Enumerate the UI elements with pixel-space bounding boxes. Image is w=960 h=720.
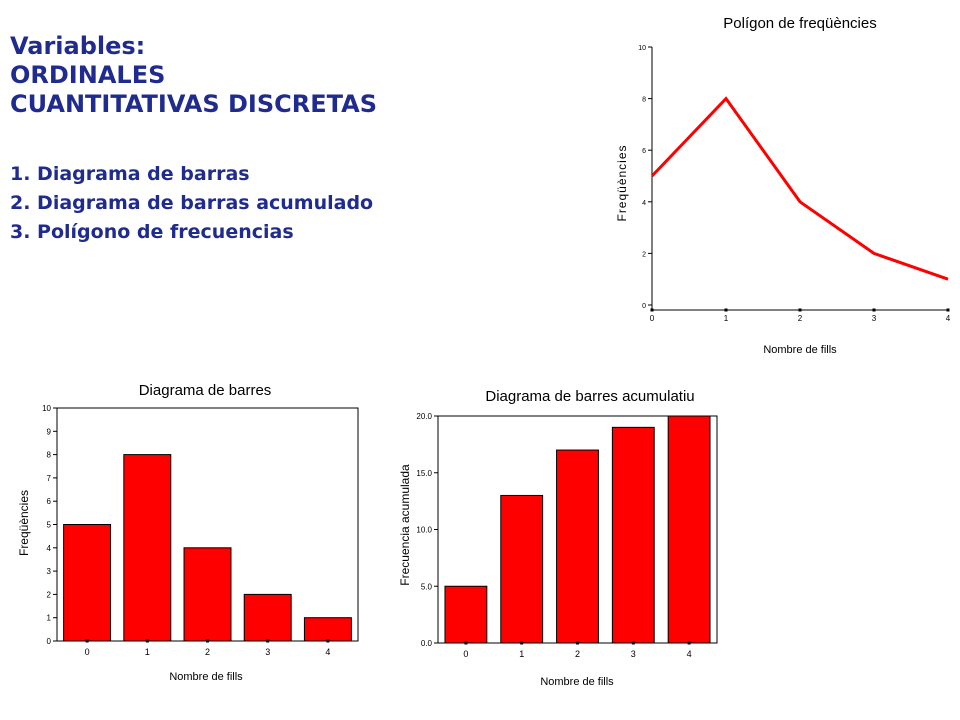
heading-ordinales: ORDINALES [10, 61, 166, 89]
x-tick-label: 1 [724, 314, 729, 323]
y-tick-label: 0.0 [421, 639, 433, 648]
bar [500, 494, 544, 644]
y-tick-label: 6 [47, 497, 52, 506]
x-axis-label: Nombre de fills [540, 676, 614, 688]
x-tick [872, 308, 876, 312]
chart-title: Diagrama de barres acumulatiu [485, 388, 694, 405]
bar [611, 426, 655, 644]
bar [243, 593, 292, 642]
x-tick [687, 641, 691, 645]
y-tick-label: 20.0 [416, 412, 432, 421]
y-tick-label: 0 [642, 303, 646, 310]
x-tick-label: 3 [265, 647, 270, 657]
x-tick [145, 639, 149, 643]
bar [667, 415, 711, 644]
y-tick-label: 6 [642, 148, 646, 155]
bar [123, 454, 172, 642]
y-tick-label: 2 [47, 590, 52, 599]
x-tick-label: 3 [631, 649, 636, 659]
x-tick-label: 3 [872, 314, 877, 323]
list-item: 1. Diagrama de barras [10, 163, 250, 185]
y-axis-label: Freqüències [17, 490, 31, 556]
y-tick-label: 15.0 [416, 469, 432, 478]
y-tick-label: 5.0 [421, 582, 433, 591]
y-tick-label: 8 [47, 451, 52, 460]
y-tick-label: 8 [642, 97, 646, 104]
x-tick-label: 1 [145, 647, 150, 657]
x-tick [576, 641, 579, 645]
x-tick-label: 2 [575, 649, 580, 659]
x-tick [266, 639, 270, 643]
y-tick-label: 10 [638, 45, 646, 52]
y-axis-label: Freqüències [615, 144, 629, 221]
x-tick-label: 0 [650, 314, 655, 323]
x-axis-label: Nombre de fills [763, 344, 837, 356]
heading-variables: Variables: [10, 32, 146, 60]
slide-heading: Variables: ORDINALES CUANTITATIVAS DISCR… [10, 32, 377, 119]
bar [303, 617, 352, 642]
series-line [650, 96, 949, 281]
x-tick [206, 639, 209, 643]
x-tick [520, 641, 524, 645]
x-tick [464, 641, 468, 645]
y-tick-label: 7 [47, 474, 52, 483]
chart-type-list: 1. Diagrama de barras 2. Diagrama de bar… [10, 160, 373, 247]
heading-cuantitativas: CUANTITATIVAS DISCRETAS [10, 90, 377, 118]
x-tick-label: 2 [798, 314, 803, 323]
x-tick [650, 308, 654, 312]
chart-axes [651, 47, 948, 311]
list-item: 3. Polígono de frecuencias [10, 221, 294, 243]
bar [556, 449, 599, 644]
x-tick-label: 1 [519, 649, 524, 659]
list-item: 2. Diagrama de barras acumulado [10, 192, 374, 214]
y-tick-label: 4 [47, 544, 52, 553]
x-tick-label: 2 [205, 647, 210, 657]
y-tick-label: 10 [42, 404, 51, 413]
x-tick-label: 4 [325, 647, 330, 657]
x-tick-label: 4 [687, 649, 692, 659]
y-tick-label: 1 [47, 614, 52, 623]
y-tick-label: 0 [47, 637, 52, 646]
x-tick-label: 0 [463, 649, 468, 659]
y-tick-label: 4 [642, 200, 646, 207]
y-tick-label: 9 [47, 427, 52, 436]
x-tick [946, 308, 950, 312]
y-tick-label: 3 [47, 567, 52, 576]
x-tick [326, 639, 330, 643]
y-tick-label: 2 [642, 251, 646, 258]
x-tick [798, 308, 802, 312]
bar [183, 547, 232, 642]
cumulative-bar-chart: Diagrama de barres acumulatiu Frecuencia… [398, 388, 718, 688]
chart-title: Polígon de freqüències [723, 15, 876, 32]
y-axis-label: Frecuencia acumulada [398, 464, 412, 586]
y-tick-label: 10.0 [416, 526, 432, 535]
x-tick-label: 0 [85, 647, 90, 657]
bar-chart: Diagrama de barres Freqüències Nombre de… [17, 382, 359, 683]
x-tick [85, 639, 89, 643]
bar [444, 585, 488, 644]
bar [63, 524, 112, 642]
x-tick-label: 4 [946, 314, 951, 323]
x-axis-label: Nombre de fills [169, 671, 243, 683]
x-tick [724, 308, 728, 312]
y-tick-label: 5 [47, 521, 52, 530]
chart-title: Diagrama de barres [139, 382, 272, 399]
x-tick [631, 641, 635, 645]
frequency-polygon-chart: Polígon de freqüències Freqüències Nombr… [615, 15, 951, 356]
